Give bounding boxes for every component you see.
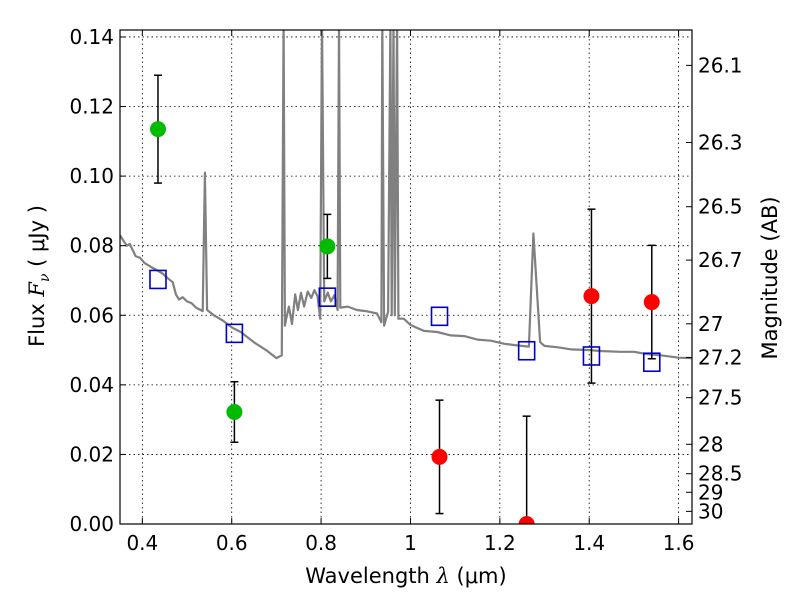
model-flux-square xyxy=(430,306,449,327)
model-flux-square xyxy=(225,323,244,344)
y2-axis-label: Magnitude (AB) xyxy=(758,196,782,359)
spectrum-line xyxy=(120,30,692,360)
x-tick-label: 0.4 xyxy=(126,531,158,555)
photometry-point xyxy=(518,516,535,524)
model-flux-square xyxy=(582,346,601,366)
y-tick-label: 0.02 xyxy=(69,442,114,466)
x-tick-labels: 0.4 0.6 0.8 1 1.2 1.4 1.6 xyxy=(126,531,694,555)
markers xyxy=(149,121,661,524)
y2-tick-label: 26.5 xyxy=(698,195,743,219)
photometry-point xyxy=(643,294,660,311)
model-flux-square xyxy=(318,287,337,307)
photometry-point xyxy=(583,288,600,305)
plot-area xyxy=(120,30,692,360)
x-tick-label: 1.4 xyxy=(573,531,605,555)
y-tick-label: 0.14 xyxy=(69,25,114,49)
y2-tick-label: 27.5 xyxy=(698,386,743,410)
y-tick-labels: 0.00 0.02 0.04 0.06 0.08 0.10 0.12 0.14 xyxy=(69,25,114,536)
x-tick-label: 1.2 xyxy=(484,531,516,555)
photometry-point xyxy=(319,238,336,255)
y2-tick-label: 28 xyxy=(698,432,723,456)
photometry-point xyxy=(149,121,166,138)
y2-tick-label: 28.5 xyxy=(698,462,743,486)
y-tick-label: 0.04 xyxy=(69,373,114,397)
x-tick-label: 0.8 xyxy=(305,531,337,555)
model-flux-square xyxy=(149,269,167,290)
y2-tick-label: 27.2 xyxy=(698,345,743,369)
y-tick-label: 0.08 xyxy=(69,234,114,258)
y-tick-label: 0.06 xyxy=(69,303,114,327)
photometry-point xyxy=(226,403,243,420)
y2-tick-label: 26.3 xyxy=(698,131,743,155)
y2-tick-label: 27 xyxy=(698,312,723,336)
photometry-point xyxy=(431,448,448,465)
model-flux-square xyxy=(642,352,661,373)
x-tick-label: 0.6 xyxy=(216,531,248,555)
error-bars xyxy=(153,74,656,524)
y2-tick-label: 26.1 xyxy=(698,53,743,77)
y2-tick-label: 26.7 xyxy=(698,248,743,272)
plot-frame xyxy=(119,29,693,525)
y-tick-label: 0.00 xyxy=(69,512,114,536)
y-axis-label: Flux Fν ( μJy ) xyxy=(25,205,53,347)
x-tick-label: 1 xyxy=(404,531,417,555)
y-tick-label: 0.12 xyxy=(69,95,114,119)
model-flux-square xyxy=(517,340,536,361)
y-tick-label: 0.10 xyxy=(69,164,114,188)
y2-tick-label: 29 xyxy=(698,480,723,504)
ticks xyxy=(120,30,692,525)
y2-tick-label: 30 xyxy=(698,499,723,523)
x-axis-label: Wavelength λ (μm) xyxy=(305,564,506,588)
x-tick-label: 1.6 xyxy=(663,531,695,555)
